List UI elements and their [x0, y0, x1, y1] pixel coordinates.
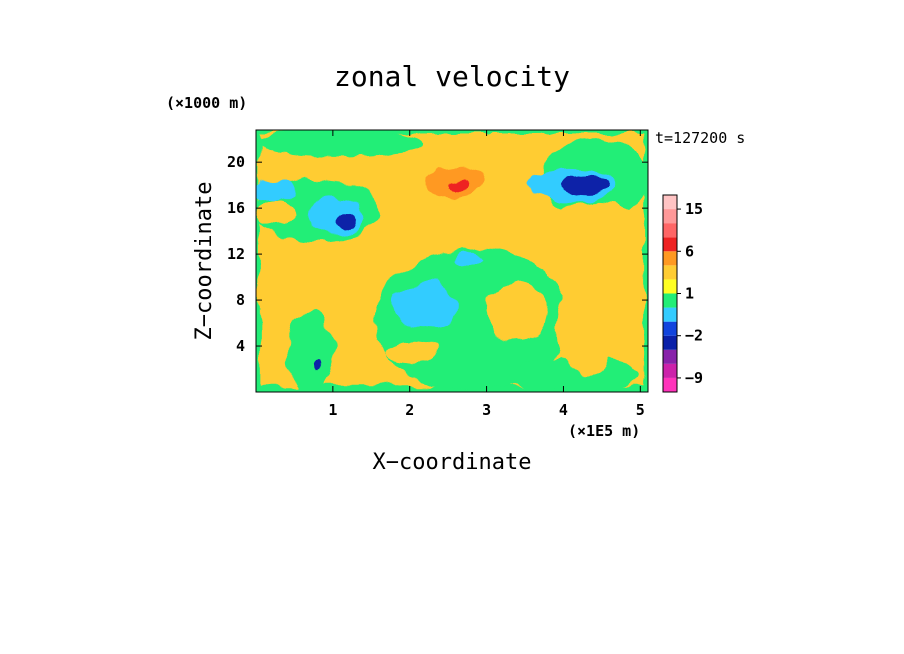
x-tick-label: 5	[636, 401, 645, 419]
contour-region	[286, 311, 333, 392]
x-tick-label: 1	[328, 401, 337, 419]
contour-region	[563, 175, 610, 195]
colorbar-swatch	[663, 251, 677, 266]
plot-frame	[255, 129, 649, 393]
colorbar-label: 1	[685, 285, 694, 303]
y-axis-ticks: 4 8 12 16 20	[227, 153, 648, 355]
y-axis-title: Z−coordinate	[192, 182, 217, 341]
y-tick-label: 8	[236, 291, 245, 309]
colorbar-swatch	[663, 237, 677, 252]
colorbar-swatch	[663, 307, 677, 322]
colorbar-label: 15	[685, 200, 703, 218]
contour-region	[256, 130, 426, 157]
colorbar-label: −9	[685, 369, 703, 387]
y-tick-label: 4	[236, 337, 245, 355]
contour-region	[555, 202, 641, 237]
colorbar-swatch	[663, 265, 677, 280]
contour-region	[448, 178, 472, 190]
time-label: t=127200 s	[655, 129, 745, 147]
colorbar-swatch	[663, 195, 677, 210]
contour-region	[309, 196, 364, 237]
x-axis-ticks: 1 2 3 4 5	[328, 130, 645, 419]
contour-region	[509, 357, 641, 392]
x-tick-label: 2	[405, 401, 414, 419]
contour-region	[378, 190, 433, 214]
contour-regions	[256, 130, 648, 392]
contour-region	[394, 282, 456, 329]
contour-region	[555, 288, 618, 375]
colorbar-swatch	[663, 363, 677, 378]
colorbar-label: 6	[685, 242, 694, 260]
colorbar-swatch	[663, 349, 677, 364]
colorbar-swatch	[663, 209, 677, 224]
colorbar-label: −2	[685, 327, 703, 345]
colorbar-swatch	[663, 335, 677, 350]
plot-area	[256, 130, 648, 392]
chart-title: zonal velocity	[334, 60, 570, 93]
x-unit-label: (×1E5 m)	[568, 422, 640, 440]
x-tick-label: 3	[482, 401, 491, 419]
contour-region	[313, 360, 322, 372]
colorbar-swatch	[663, 377, 677, 392]
contour-region	[455, 251, 483, 266]
y-tick-label: 16	[227, 199, 245, 217]
colorbar-swatch	[663, 293, 677, 308]
colorbar-swatch	[663, 279, 677, 294]
contour-region	[336, 210, 356, 229]
x-tick-label: 4	[559, 401, 568, 419]
contour-region	[256, 179, 295, 203]
y-unit-label: (×1000 m)	[166, 94, 247, 112]
y-tick-label: 12	[227, 245, 245, 263]
contour-region	[256, 202, 295, 226]
colorbar: 15 6 1 −2 −9	[662, 194, 703, 393]
colorbar-swatch	[663, 223, 677, 238]
contour-region	[386, 340, 441, 364]
y-tick-label: 20	[227, 153, 245, 171]
x-axis-title: X−coordinate	[373, 450, 532, 475]
contour-region	[486, 282, 549, 341]
colorbar-swatch	[663, 321, 677, 336]
